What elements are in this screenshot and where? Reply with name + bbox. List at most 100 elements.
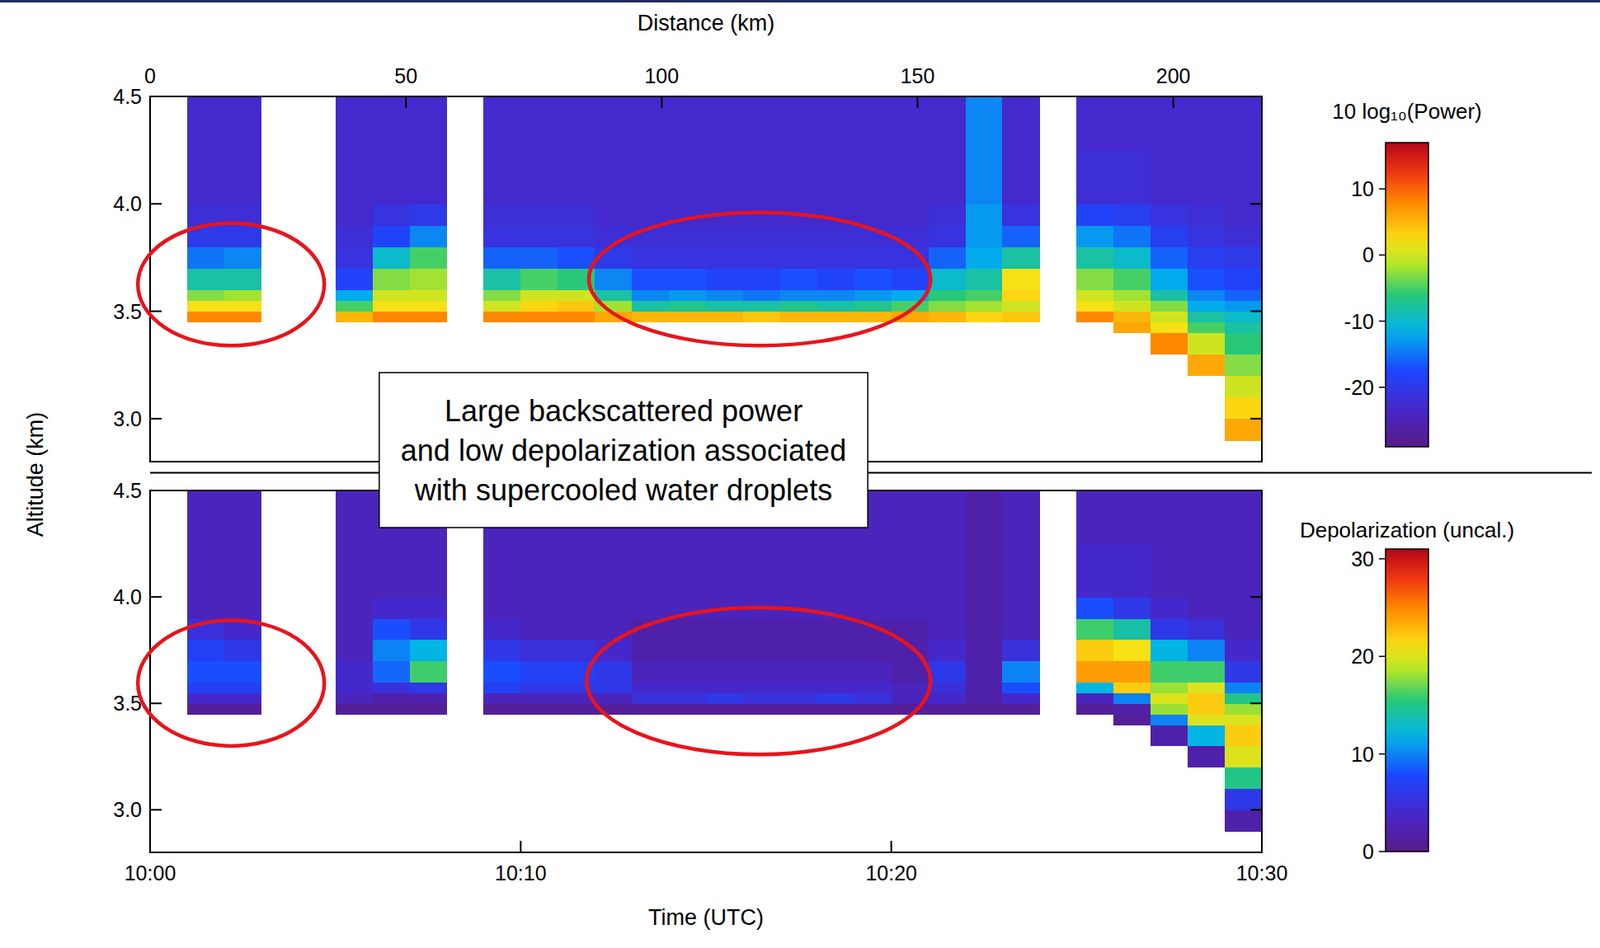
cell (557, 203, 596, 226)
cell (372, 618, 411, 640)
cell (483, 203, 522, 226)
cell (780, 544, 819, 598)
cell (854, 290, 893, 302)
cell (854, 96, 893, 151)
x2-tick (1172, 96, 1175, 109)
cell (1187, 268, 1226, 291)
cell (743, 246, 782, 269)
cell (1002, 268, 1040, 291)
cell (1150, 661, 1189, 683)
cell (1113, 597, 1152, 619)
cell (520, 301, 559, 313)
x-tick (149, 841, 151, 853)
cell (965, 311, 1004, 324)
cell (1113, 692, 1152, 705)
cell (1224, 268, 1262, 291)
cell (891, 597, 930, 619)
cell (1002, 661, 1040, 683)
cell (483, 661, 522, 683)
cell (1224, 150, 1262, 205)
cell (1002, 301, 1040, 313)
y-tick (150, 418, 162, 420)
y-axis-title: Altitude (km) (23, 412, 48, 538)
cell (965, 290, 1004, 302)
cell (780, 301, 819, 313)
cell (594, 150, 633, 205)
cell (668, 618, 707, 640)
cell (187, 597, 226, 619)
cell (1150, 225, 1189, 248)
cell (1076, 150, 1115, 205)
cell (743, 225, 782, 248)
cell (1113, 703, 1152, 716)
cell (1076, 703, 1115, 716)
cell (965, 692, 1004, 705)
cell (1113, 301, 1152, 313)
cell (780, 150, 819, 205)
cell (1187, 203, 1226, 226)
cell (817, 150, 856, 205)
x-tick (890, 841, 893, 853)
cell (224, 597, 263, 619)
cell (668, 692, 707, 705)
cell (780, 246, 819, 269)
cell (187, 544, 226, 598)
colorbar-tick-label: -20 (1344, 376, 1375, 400)
cell (557, 544, 596, 598)
cell (1002, 682, 1040, 694)
cell (817, 246, 856, 269)
cell (817, 96, 856, 151)
cell (1150, 150, 1189, 205)
cell (1113, 661, 1152, 683)
cell (854, 544, 893, 598)
y-tick (150, 489, 162, 492)
cell (557, 618, 596, 640)
cell (1002, 246, 1040, 269)
cell (631, 692, 670, 705)
cell (1150, 301, 1189, 313)
cell (483, 290, 522, 302)
cell (372, 640, 411, 662)
cell (1187, 225, 1226, 248)
cell (705, 225, 744, 248)
cell (1224, 354, 1262, 377)
cell (854, 661, 893, 683)
cell (187, 311, 226, 324)
cell (780, 618, 819, 640)
x2-tick-label: 50 (394, 64, 418, 88)
cell (483, 703, 522, 716)
cell (1224, 661, 1262, 683)
cell (1224, 809, 1262, 832)
cell (409, 225, 448, 248)
cell (705, 692, 744, 705)
cell (372, 682, 411, 694)
x2-tick (660, 96, 663, 109)
cell (187, 703, 226, 716)
cell (1187, 246, 1226, 269)
cell (1150, 544, 1189, 598)
cell (483, 692, 522, 705)
cell (928, 268, 967, 291)
cell (520, 268, 559, 291)
y-tick-label: 4.5 (112, 479, 142, 503)
cell (1113, 640, 1152, 662)
cell (224, 703, 263, 716)
cell (1224, 746, 1262, 768)
cell (928, 490, 967, 545)
cell (372, 597, 411, 619)
cell (1113, 150, 1152, 205)
cell (965, 490, 1004, 545)
cell (1002, 703, 1040, 716)
x2-tick (404, 96, 407, 109)
cell (780, 311, 819, 324)
cell (928, 150, 967, 205)
cell (1150, 490, 1189, 545)
cell (854, 597, 893, 619)
colorbar-tick (1378, 188, 1386, 190)
cell (557, 311, 596, 324)
cell (631, 290, 670, 302)
cell (854, 268, 893, 291)
cell (854, 311, 893, 324)
cell (854, 682, 893, 694)
cell (1076, 640, 1115, 662)
